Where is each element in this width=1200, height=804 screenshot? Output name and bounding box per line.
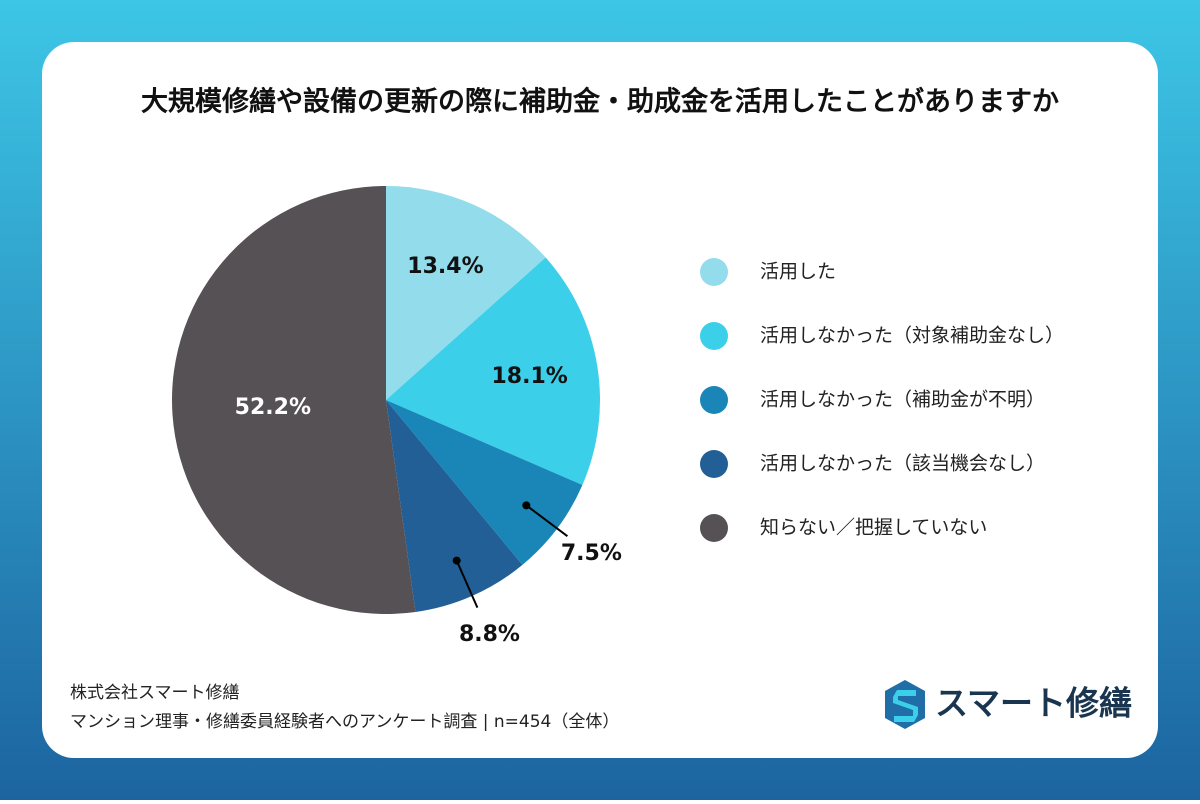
legend-swatch xyxy=(700,450,728,478)
legend-label: 活用しなかった（該当機会なし） xyxy=(760,453,1045,475)
data-label: 52.2% xyxy=(235,395,311,420)
legend-label: 知らない／把握していない xyxy=(760,517,987,539)
legend-label: 活用しなかった（補助金が不明） xyxy=(760,389,1045,411)
source-line: 株式会社スマート修繕 xyxy=(70,683,240,703)
logo-text: スマート修繕 xyxy=(935,684,1132,723)
legend-swatch xyxy=(700,322,728,350)
legend-swatch xyxy=(700,386,728,414)
legend-swatch xyxy=(700,258,728,286)
legend-label: 活用した xyxy=(760,261,836,283)
leader-line xyxy=(525,504,569,537)
pie-slice xyxy=(386,400,523,612)
pie-slice xyxy=(386,400,583,565)
source-line: マンション理事・修繕委員経験者へのアンケート調査 | n=454（全体） xyxy=(70,712,619,732)
data-label: 7.5% xyxy=(561,541,622,566)
pie-slice xyxy=(171,186,416,615)
pie: 13.4% 18.1% 7.5% 8.8% 52.2% xyxy=(171,186,622,647)
chart-title: 大規模修繕や設備の更新の際に補助金・助成金を活用したことがありますか xyxy=(141,86,1059,118)
pie-slice xyxy=(386,186,546,400)
legend-label: 活用しなかった（対象補助金なし） xyxy=(760,325,1064,347)
pie-slice xyxy=(386,257,600,485)
leader-line xyxy=(455,560,479,609)
logo-icon xyxy=(885,680,925,729)
data-label: 18.1% xyxy=(491,364,567,389)
data-label: 8.8% xyxy=(459,622,520,647)
data-label: 13.4% xyxy=(407,254,483,279)
legend-swatch xyxy=(700,514,728,542)
